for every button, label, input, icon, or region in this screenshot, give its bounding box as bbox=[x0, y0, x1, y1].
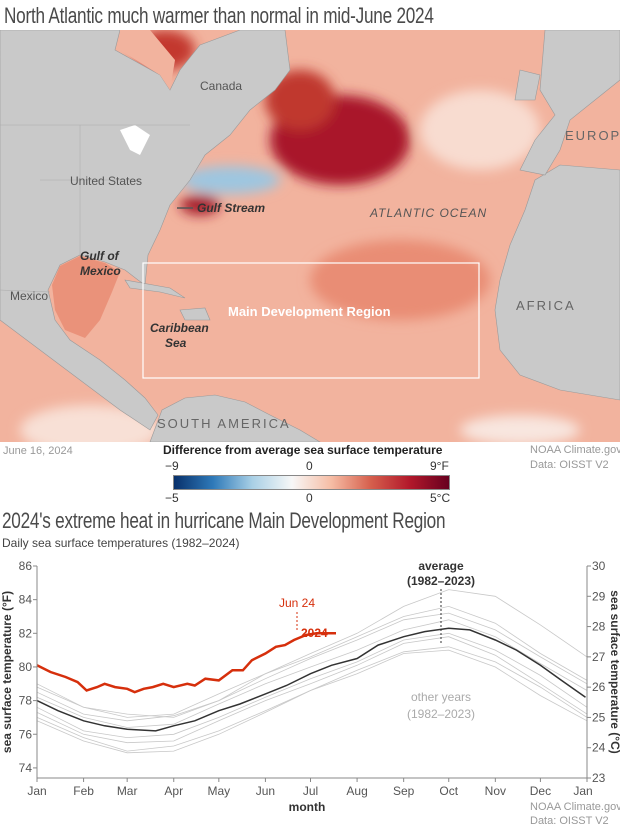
y-tick-label: 84 bbox=[19, 593, 33, 607]
y-tick-label: 76 bbox=[19, 727, 33, 741]
average-line bbox=[36, 627, 586, 732]
label-2024: 2024 bbox=[301, 626, 328, 640]
label-south-america: SOUTH AMERICA bbox=[157, 416, 291, 431]
label-africa: AFRICA bbox=[516, 298, 576, 313]
x-tick-label: Jul bbox=[303, 784, 318, 798]
tick-labels: 74 76 78 80 82 84 86 23 24 25 26 27 28 29 30 Jan Feb Mar A… bbox=[19, 559, 606, 798]
y-right-tick-label: 28 bbox=[592, 620, 606, 634]
average-label: average bbox=[418, 559, 464, 573]
y-axis-label-left: sea surface temperature (°F) bbox=[0, 591, 14, 753]
other-year-line bbox=[36, 632, 588, 739]
other-years-lines bbox=[36, 589, 588, 754]
legend-c-min: −5 bbox=[165, 491, 179, 505]
x-tick-label: Apr bbox=[164, 784, 183, 798]
y-axis-label-right: sea surface temperature (°C) bbox=[608, 590, 620, 754]
x-tick-label: Sep bbox=[393, 784, 415, 798]
y-right-tick-label: 24 bbox=[592, 741, 606, 755]
borders bbox=[0, 124, 190, 293]
label-caribbean-2: Sea bbox=[165, 336, 187, 350]
other-year-line bbox=[36, 605, 588, 718]
y-tick-label: 82 bbox=[19, 626, 33, 640]
y-right-tick-label: 26 bbox=[592, 680, 606, 694]
legend-c-mid: 0 bbox=[306, 491, 313, 505]
other-year-line bbox=[36, 619, 588, 728]
y-tick-label: 78 bbox=[19, 694, 33, 708]
x-axis-label: month bbox=[289, 800, 326, 814]
x-tick-label: Aug bbox=[346, 784, 367, 798]
y-right-tick-label: 23 bbox=[592, 771, 606, 785]
label-mexico: Mexico bbox=[10, 289, 48, 303]
label-mdr: Main Development Region bbox=[228, 304, 391, 319]
y-right-tick-label: 30 bbox=[592, 559, 606, 573]
hudson-bay bbox=[120, 30, 175, 90]
x-tick-label: May bbox=[207, 784, 230, 798]
x-tick-label: Oct bbox=[439, 784, 458, 798]
label-canada: Canada bbox=[200, 79, 242, 93]
y-right-tick-label: 25 bbox=[592, 710, 606, 724]
color-scale-bar bbox=[173, 475, 450, 490]
label-gulf-of-mexico-2: Mexico bbox=[80, 264, 121, 278]
map-title: North Atlantic much warmer than normal i… bbox=[4, 3, 434, 28]
other-year-line bbox=[36, 649, 588, 754]
label-gulf-of-mexico: Gulf of bbox=[80, 249, 120, 263]
x-tick-label: Jan bbox=[573, 784, 592, 798]
label-gulf-stream: Gulf Stream bbox=[197, 201, 265, 215]
anomaly-field bbox=[20, 30, 580, 442]
label-caribbean: Caribbean bbox=[150, 321, 209, 335]
chart-source: Data: OISST V2 bbox=[530, 815, 609, 827]
x-tick-label: Feb bbox=[73, 784, 94, 798]
x-tick-label: Dec bbox=[530, 784, 551, 798]
other-years-label-years: (1982–2023) bbox=[407, 707, 475, 721]
south-america bbox=[149, 394, 321, 442]
y-tick-label: 74 bbox=[19, 761, 33, 775]
label-atlantic: ATLANTIC OCEAN bbox=[369, 206, 487, 220]
great-lakes bbox=[120, 125, 150, 155]
legend-f-min: −9 bbox=[165, 459, 179, 473]
y-tick-label: 86 bbox=[19, 559, 33, 573]
map-date: June 16, 2024 bbox=[3, 445, 73, 457]
x-tick-label: Jan bbox=[27, 784, 46, 798]
legend-c-max: 5°C bbox=[430, 491, 451, 505]
map-source: Data: OISST V2 bbox=[530, 459, 609, 471]
axes bbox=[33, 565, 591, 782]
x-tick-label: Nov bbox=[485, 784, 506, 798]
other-year-line bbox=[36, 612, 588, 718]
label-europe: EUROPE bbox=[565, 128, 620, 143]
other-years-label: other years bbox=[411, 690, 471, 704]
legend-f-mid: 0 bbox=[306, 459, 313, 473]
legend-f-max: 9°F bbox=[430, 459, 449, 473]
y-right-tick-label: 29 bbox=[592, 589, 606, 603]
mdr-box bbox=[142, 262, 480, 379]
map-credit: NOAA Climate.gov bbox=[530, 444, 620, 456]
sst-anomaly-map: Canada EUROPE United States Gulf Stream … bbox=[0, 30, 620, 442]
africa bbox=[494, 164, 620, 401]
label-united-states: United States bbox=[70, 174, 142, 188]
axis-frame bbox=[36, 566, 588, 779]
legend-title: Difference from average sea surface temp… bbox=[163, 443, 443, 457]
gulf-of-mexico bbox=[52, 256, 120, 338]
x-tick-label: Jun bbox=[256, 784, 275, 798]
europe bbox=[519, 30, 620, 176]
cuba bbox=[124, 279, 186, 299]
jun24-label: Jun 24 bbox=[279, 596, 315, 610]
chart-title: 2024's extreme heat in hurricane Main De… bbox=[2, 508, 446, 533]
chart-subtitle: Daily sea surface temperatures (1982–202… bbox=[2, 536, 240, 550]
average-label-years: (1982–2023) bbox=[407, 574, 475, 588]
other-year-line bbox=[36, 646, 588, 752]
british-isles bbox=[514, 69, 541, 101]
line-2024 bbox=[36, 632, 336, 694]
chart-credit: NOAA Climate.gov bbox=[530, 801, 620, 813]
y-tick-label: 80 bbox=[19, 660, 33, 674]
y-right-tick-label: 27 bbox=[592, 650, 606, 664]
x-tick-label: Mar bbox=[117, 784, 138, 798]
other-year-line bbox=[36, 636, 588, 744]
land bbox=[0, 30, 620, 442]
hispaniola bbox=[179, 307, 211, 321]
other-year-line bbox=[36, 589, 588, 722]
